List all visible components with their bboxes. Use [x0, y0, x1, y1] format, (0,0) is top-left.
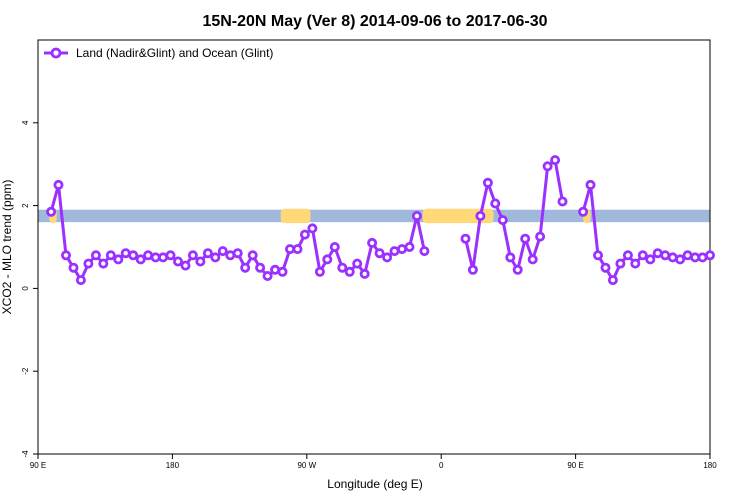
y-tick-label: 2: [21, 203, 30, 208]
data-point: [277, 266, 288, 277]
data-point: [195, 256, 206, 267]
data-point: [512, 264, 523, 275]
data-point: [46, 206, 57, 217]
data-point: [83, 258, 94, 269]
data-point: [367, 237, 378, 248]
data-point: [550, 155, 561, 166]
x-tick-label: 90 E: [567, 461, 583, 470]
data-point: [75, 275, 86, 286]
data-point: [68, 262, 79, 273]
data-point: [135, 254, 146, 265]
legend-series-label: Land (Nadir&Glint) and Ocean (Glint): [76, 46, 273, 60]
data-point: [187, 250, 198, 261]
data-point: [578, 206, 589, 217]
data-point: [482, 177, 493, 188]
data-point: [240, 262, 251, 273]
data-point: [467, 264, 478, 275]
data-point: [329, 241, 340, 252]
data-point: [542, 161, 553, 172]
y-tick-label: -2: [21, 367, 30, 375]
data-point: [705, 250, 716, 261]
data-point: [593, 250, 604, 261]
data-point: [535, 231, 546, 242]
data-point: [172, 256, 183, 267]
plot-frame: [37, 39, 711, 455]
data-point: [314, 266, 325, 277]
data-point: [217, 246, 228, 257]
data-point: [307, 223, 318, 234]
data-point: [61, 250, 72, 261]
y-tick-label: -4: [21, 450, 30, 458]
data-point: [622, 250, 633, 261]
data-point: [202, 248, 213, 259]
land-mask-segment: [280, 208, 311, 224]
land-mask-segment: [422, 208, 494, 224]
reference-band: [38, 209, 710, 223]
x-tick-label: 90 E: [30, 461, 46, 470]
data-point: [128, 250, 139, 261]
data-point: [505, 252, 516, 263]
data-point: [527, 254, 538, 265]
data-point: [389, 246, 400, 257]
data-point: [600, 262, 611, 273]
legend: Land (Nadir&Glint) and Ocean (Glint): [44, 46, 273, 60]
y-axis-label: XCO2 - MLO trend (ppm): [0, 180, 14, 315]
data-point: [382, 252, 393, 263]
data-point: [180, 260, 191, 271]
data-point: [607, 275, 618, 286]
data-point: [232, 248, 243, 259]
data-point: [615, 258, 626, 269]
data-point: [113, 254, 124, 265]
series-line: [464, 158, 564, 272]
plot-area: 90 E 180 90 W 0 90 E 180 -4 -2 0 2 4: [21, 39, 717, 470]
data-point: [404, 241, 415, 252]
y-tick-label: 0: [21, 286, 30, 291]
data-point: [520, 233, 531, 244]
data-point: [497, 215, 508, 226]
x-tick-label: 180: [703, 461, 717, 470]
data-point: [352, 258, 363, 269]
data-point: [299, 229, 310, 240]
data-point: [630, 258, 641, 269]
data-point: [645, 254, 656, 265]
x-tick-label: 90 W: [297, 461, 316, 470]
x-tick-label: 180: [166, 461, 180, 470]
data-point: [255, 262, 266, 273]
data-point: [411, 210, 422, 221]
data-point: [637, 250, 648, 261]
data-point: [322, 254, 333, 265]
data-point: [53, 179, 64, 190]
data-point: [419, 246, 430, 257]
data-point: [344, 266, 355, 277]
legend-marker-swatch: [50, 47, 62, 59]
data-point: [262, 270, 273, 281]
data-point: [165, 250, 176, 261]
data-point: [475, 210, 486, 221]
data-point: [105, 250, 116, 261]
chart-title: 15N-20N May (Ver 8) 2014-09-06 to 2017-0…: [202, 13, 547, 30]
data-point: [337, 262, 348, 273]
data-point: [675, 254, 686, 265]
data-point: [460, 233, 471, 244]
data-point: [98, 258, 109, 269]
data-point: [247, 250, 258, 261]
x-tick-label: 0: [439, 461, 444, 470]
data-point: [490, 198, 501, 209]
x-axis-label: Longitude (deg E): [327, 477, 422, 491]
data-point: [585, 179, 596, 190]
data-point: [292, 244, 303, 255]
data-point: [374, 248, 385, 259]
y-tick-label: 4: [21, 120, 30, 125]
data-point: [359, 268, 370, 279]
data-point: [90, 250, 101, 261]
data-point: [557, 196, 568, 207]
data-point: [210, 252, 221, 263]
